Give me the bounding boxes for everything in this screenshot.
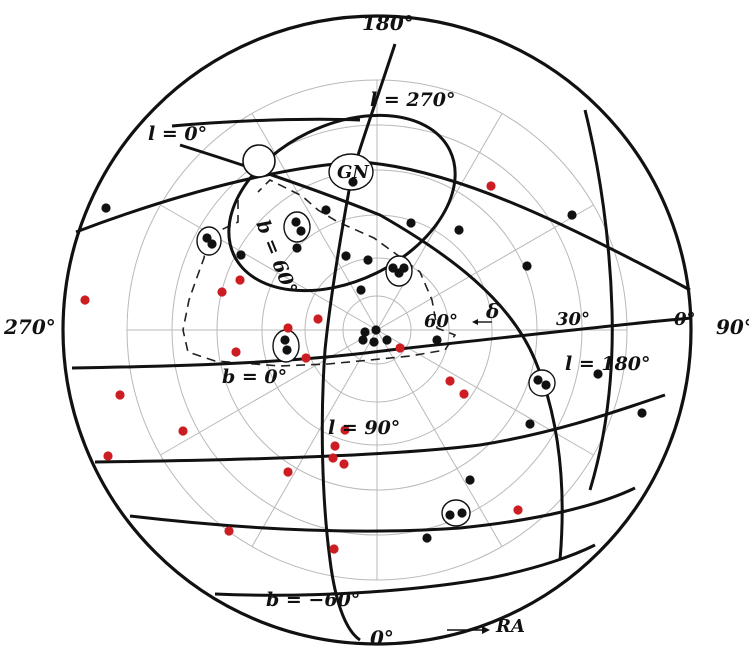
black-point xyxy=(422,533,432,543)
label-bottom: 0° xyxy=(370,626,394,650)
label-ra-0: 0° xyxy=(674,309,696,330)
black-point xyxy=(356,285,366,295)
red-point xyxy=(178,426,188,436)
label-ra-30: 30° xyxy=(556,309,590,330)
black-point xyxy=(533,375,543,385)
label-delta: δ xyxy=(485,299,499,323)
red-point xyxy=(330,441,340,451)
black-point xyxy=(522,261,532,271)
black-point xyxy=(541,380,551,390)
red-point xyxy=(513,505,523,515)
red-point xyxy=(235,275,245,285)
red-point xyxy=(283,467,293,477)
black-point xyxy=(406,218,416,228)
ra-grid-line xyxy=(251,329,378,547)
black-point xyxy=(567,210,577,220)
red-point xyxy=(329,544,339,554)
open-circle-marker xyxy=(242,144,276,178)
black-point xyxy=(369,337,379,347)
red-point xyxy=(217,287,227,297)
ra-grid-line xyxy=(376,204,594,331)
black-point xyxy=(236,250,246,260)
red-point xyxy=(339,459,349,469)
red-point xyxy=(313,314,323,324)
label-dec-60: 60° xyxy=(424,311,458,332)
red-point xyxy=(395,343,405,353)
map-labels: 180° 0° 270° 90° RA 0° 30° 60° δ l = 0° … xyxy=(3,11,749,650)
red-point xyxy=(486,181,496,191)
black-point xyxy=(525,419,535,429)
b-60-circle xyxy=(227,113,457,293)
red-point xyxy=(301,353,311,363)
label-right: 90° xyxy=(716,315,749,339)
black-point xyxy=(363,255,373,265)
red-point xyxy=(80,295,90,305)
black-point xyxy=(292,243,302,253)
label-l-90: l = 90° xyxy=(328,417,400,439)
black-point xyxy=(465,475,475,485)
label-gn: GN xyxy=(337,162,370,183)
ra-grid-line xyxy=(376,329,503,547)
red-point xyxy=(283,323,293,333)
delta-arrow xyxy=(472,319,492,325)
black-point xyxy=(445,510,455,520)
black-points xyxy=(101,177,647,543)
red-point xyxy=(103,451,113,461)
red-point xyxy=(328,453,338,463)
label-l-180: l = 180° xyxy=(565,353,651,375)
ra-arrow xyxy=(447,626,490,634)
red-point xyxy=(459,389,469,399)
black-point xyxy=(394,268,404,278)
l-0-180-meridian xyxy=(179,143,564,561)
black-point xyxy=(280,335,290,345)
right-ascension-lines xyxy=(127,80,627,580)
red-points xyxy=(80,181,523,554)
black-point xyxy=(291,217,301,227)
red-point xyxy=(340,425,350,435)
black-point xyxy=(371,325,381,335)
black-point xyxy=(432,335,442,345)
black-point xyxy=(282,345,292,355)
right-arc xyxy=(583,109,614,491)
black-point xyxy=(454,225,464,235)
black-point xyxy=(637,408,647,418)
label-l-0: l = 0° xyxy=(148,123,207,145)
black-point xyxy=(358,335,368,345)
black-point xyxy=(207,239,217,249)
black-point xyxy=(382,335,392,345)
ra-grid-line xyxy=(251,113,378,331)
label-b-0: b = 0° xyxy=(222,366,287,388)
upper-left-arc xyxy=(171,117,361,128)
b-minus60-line xyxy=(214,543,596,597)
label-l-270: l = 270° xyxy=(370,89,456,111)
red-point xyxy=(445,376,455,386)
red-point xyxy=(224,526,234,536)
black-point xyxy=(296,226,306,236)
ra-grid-line xyxy=(160,204,378,331)
black-point xyxy=(341,251,351,261)
ra-grid-line xyxy=(160,329,378,456)
lower-band-line-2 xyxy=(129,486,636,533)
label-top: 180° xyxy=(362,11,414,35)
label-b-minus60: b = −60° xyxy=(266,589,360,611)
label-ra: RA xyxy=(495,616,525,637)
red-point xyxy=(115,390,125,400)
black-point xyxy=(321,205,331,215)
b-0-line xyxy=(71,316,693,370)
black-point xyxy=(360,327,370,337)
label-left: 270° xyxy=(3,315,56,339)
red-point xyxy=(231,347,241,357)
sphere-outline xyxy=(61,14,693,646)
black-point xyxy=(101,203,111,213)
black-point xyxy=(348,177,358,187)
black-point xyxy=(593,369,603,379)
black-point xyxy=(457,508,467,518)
